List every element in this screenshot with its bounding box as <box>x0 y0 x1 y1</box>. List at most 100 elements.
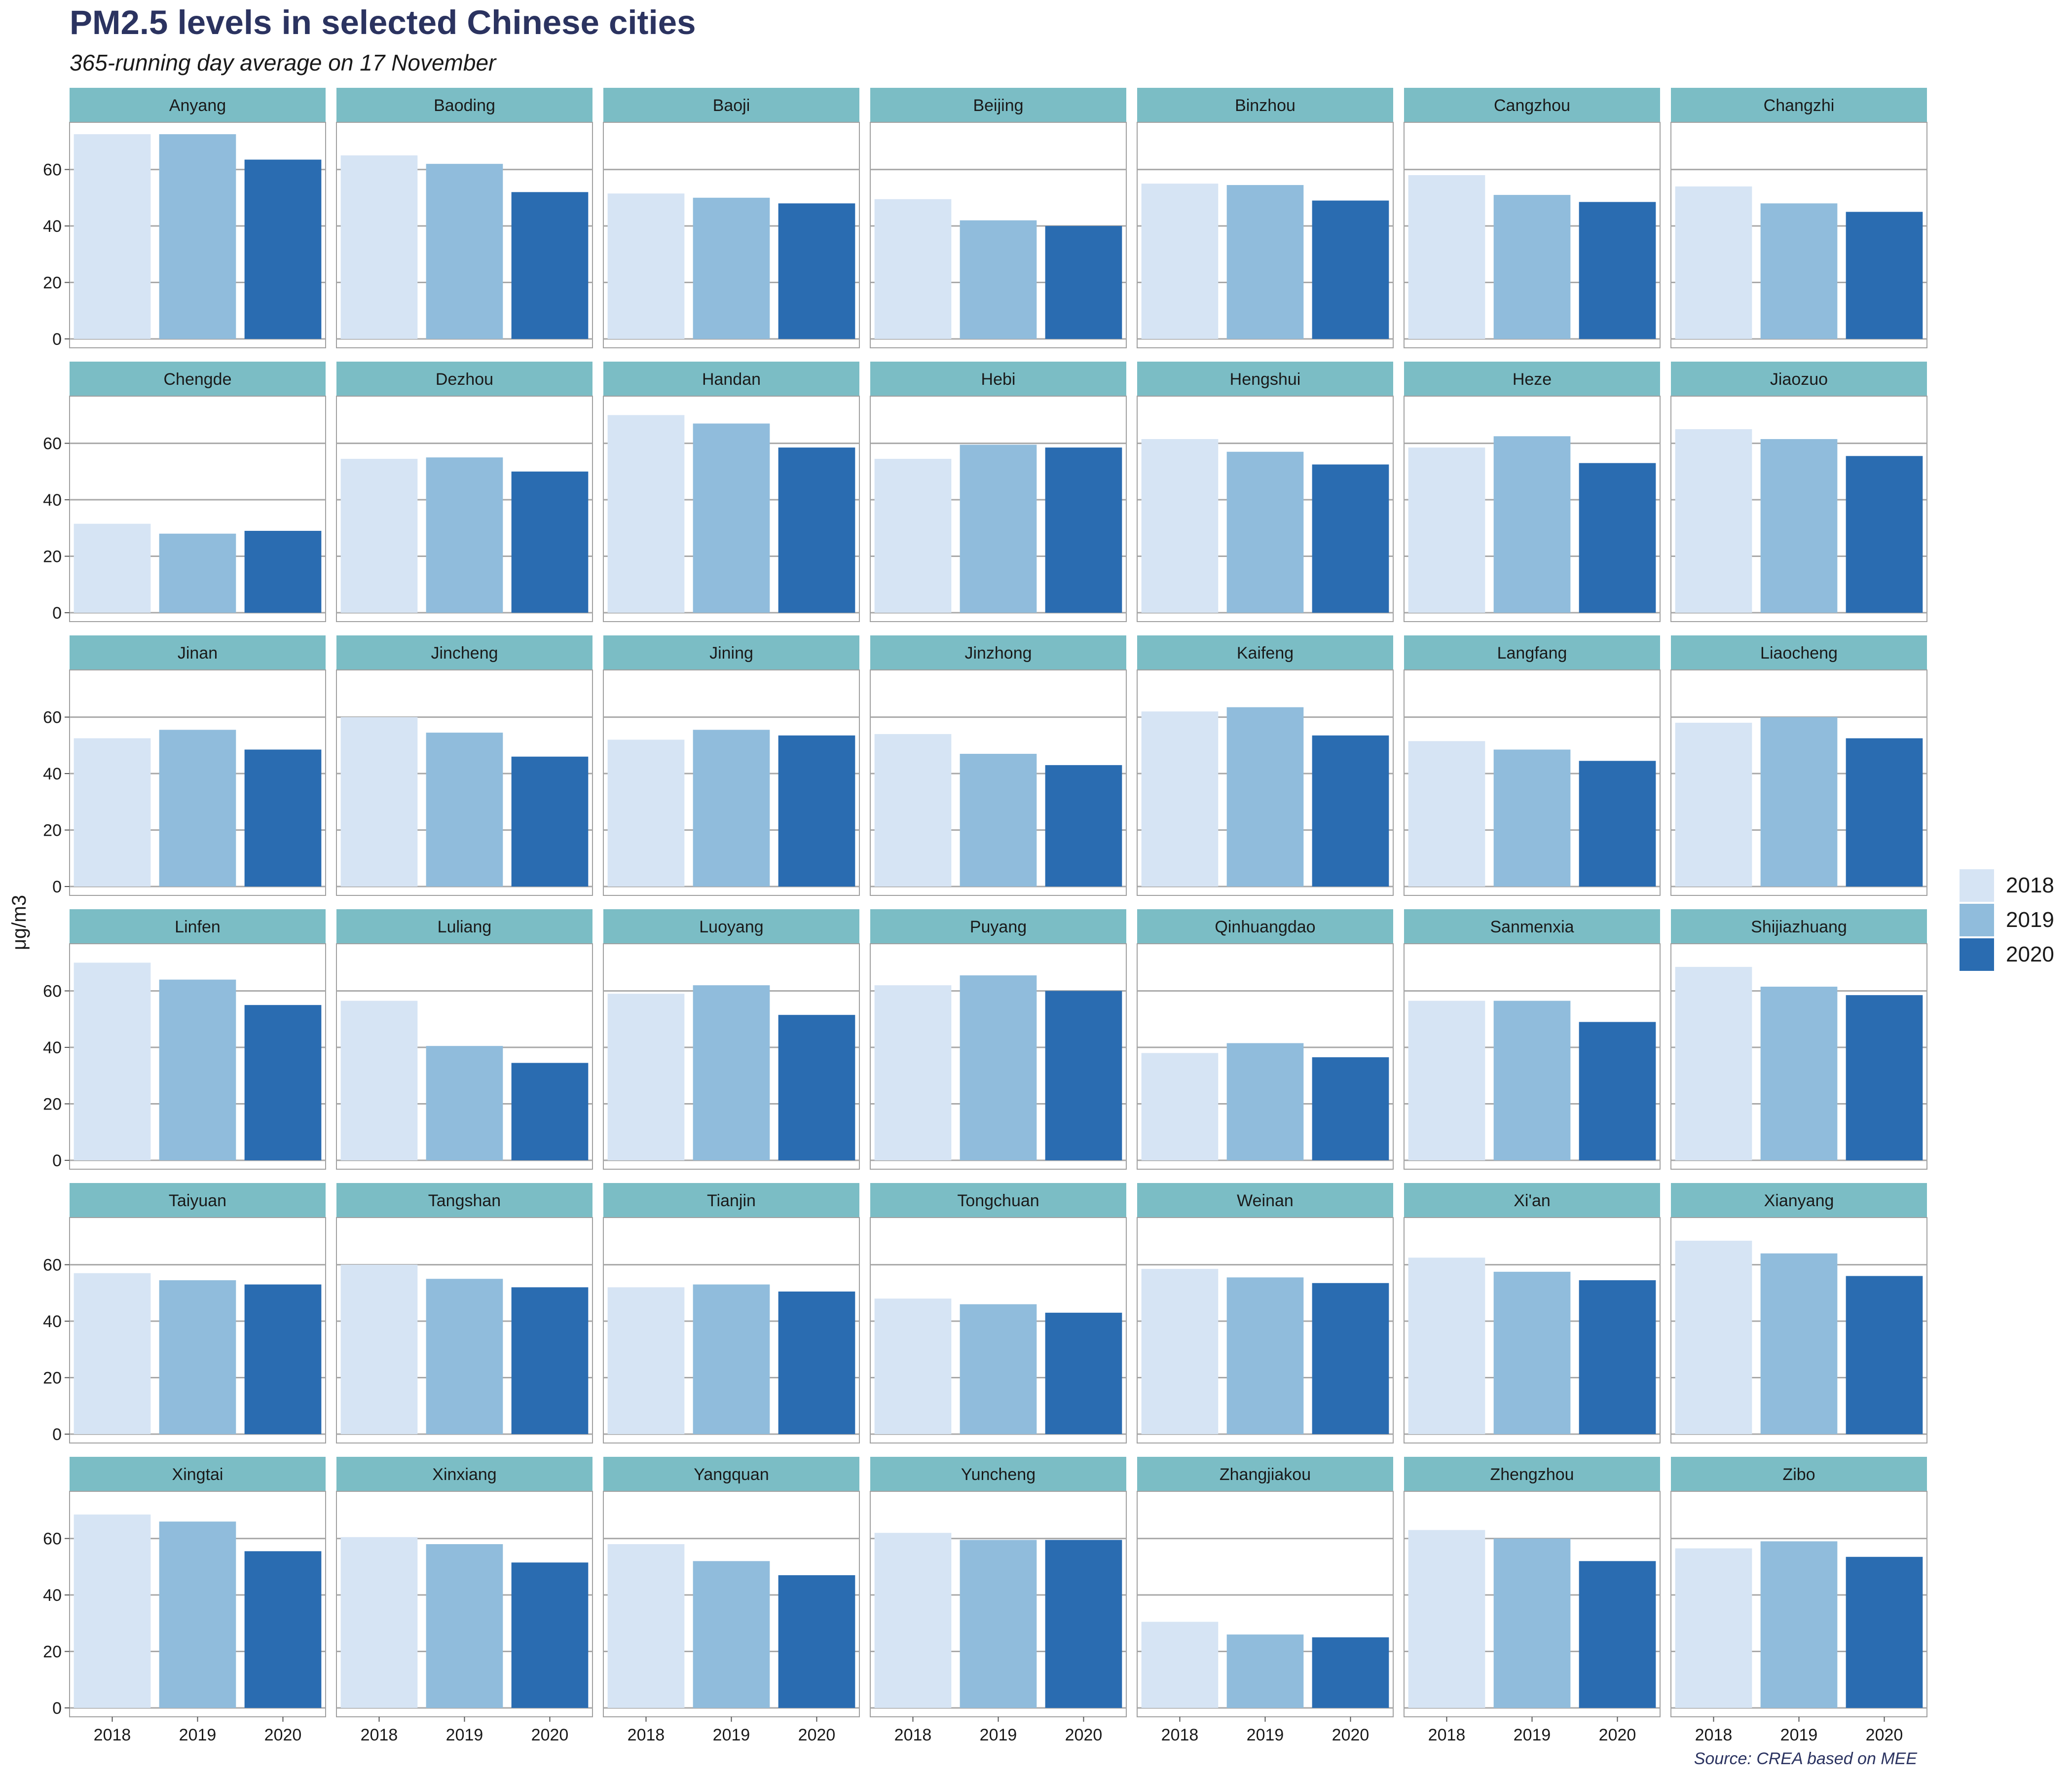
bar-2018 <box>340 1264 418 1434</box>
bar-2020 <box>511 756 589 887</box>
bar-2018 <box>1675 1548 1752 1708</box>
facet-strip <box>1671 635 1927 670</box>
bar-2020 <box>1846 1276 1923 1434</box>
facet-strip <box>336 909 592 944</box>
x-tick-label: 2020 <box>1332 1726 1369 1744</box>
y-tick-label: 20 <box>43 274 62 293</box>
bar-2018 <box>874 459 952 613</box>
facet-strip <box>336 1183 592 1218</box>
x-tick-label: 2020 <box>1866 1726 1903 1744</box>
bar-2018 <box>1675 723 1752 887</box>
bar-2019 <box>1760 439 1838 613</box>
bar-2018 <box>340 1537 418 1708</box>
bar-2018 <box>1141 184 1219 339</box>
bar-2020 <box>1045 1540 1122 1708</box>
bar-2019 <box>693 1561 770 1708</box>
bar-2020 <box>244 749 322 887</box>
x-tick-label: 2019 <box>1514 1726 1551 1744</box>
bar-2018 <box>340 717 418 887</box>
bar-2019 <box>960 1304 1037 1434</box>
bar-2019 <box>1493 1000 1571 1160</box>
bar-2019 <box>159 1521 236 1708</box>
x-tick-label: 2018 <box>894 1726 932 1744</box>
bar-2019 <box>693 423 770 613</box>
legend: 2018 2019 2020 <box>1960 868 2054 972</box>
bar-2019 <box>960 220 1037 339</box>
bar-2018 <box>1408 1000 1485 1160</box>
bar-2018 <box>1141 1269 1219 1434</box>
y-tick-label: 40 <box>43 765 62 783</box>
bar-2020 <box>1045 765 1122 887</box>
bar-2018 <box>1408 741 1485 887</box>
facet-label: Hengshui <box>1230 370 1301 389</box>
facet-strip <box>870 362 1126 396</box>
facet-label: Sanmenxia <box>1490 918 1574 936</box>
facet-strip <box>1671 362 1927 396</box>
facet-label: Jincheng <box>431 644 498 663</box>
facet-strip <box>1137 1183 1393 1218</box>
facet-strip <box>603 1183 859 1218</box>
facet-label: Xi'an <box>1514 1191 1551 1210</box>
y-tick-label: 40 <box>43 1038 62 1057</box>
facet-label: Luliang <box>438 918 492 936</box>
bar-2019 <box>693 1284 770 1434</box>
bar-2019 <box>1226 451 1304 613</box>
facet-strip <box>1671 909 1927 944</box>
x-tick-label: 2019 <box>1780 1726 1818 1744</box>
bar-2019 <box>960 1540 1037 1708</box>
bar-2019 <box>159 730 236 887</box>
facet-strip <box>1137 1457 1393 1491</box>
bar-2019 <box>1493 436 1571 613</box>
bar-2019 <box>426 457 503 613</box>
bar-2018 <box>74 523 151 613</box>
x-tick-label: 2020 <box>798 1726 836 1744</box>
chart-title: PM2.5 levels in selected Chinese cities <box>70 3 696 41</box>
bar-2018 <box>874 199 952 339</box>
facet-strip <box>70 88 326 122</box>
bar-2018 <box>607 994 685 1160</box>
bar-2019 <box>426 1279 503 1434</box>
bar-2019 <box>960 753 1037 887</box>
y-tick-label: 40 <box>43 217 62 236</box>
bar-2020 <box>244 1284 322 1434</box>
bar-2019 <box>1760 203 1838 339</box>
facet-strip <box>603 1457 859 1491</box>
facet-label: Jinzhong <box>964 644 1032 663</box>
bar-2020 <box>244 1551 322 1708</box>
bar-2018 <box>607 1287 685 1434</box>
facet-label: Jinan <box>178 644 218 663</box>
y-tick-label: 60 <box>43 435 62 453</box>
facet-strip <box>870 1457 1126 1491</box>
bar-2020 <box>778 735 855 887</box>
bar-2020 <box>511 1562 589 1708</box>
bar-2019 <box>1760 717 1838 887</box>
bar-2020 <box>1045 1312 1122 1434</box>
facet-strip <box>603 88 859 122</box>
bar-2019 <box>693 197 770 339</box>
bar-2018 <box>1141 1622 1219 1708</box>
bar-2019 <box>1226 1277 1304 1434</box>
bar-2019 <box>693 730 770 887</box>
bar-2020 <box>1579 761 1656 887</box>
bar-2020 <box>1846 738 1923 887</box>
bar-2019 <box>1760 1541 1838 1708</box>
facet-strip <box>870 635 1126 670</box>
y-tick-label: 0 <box>52 878 62 896</box>
bar-2018 <box>1408 1258 1485 1434</box>
bar-2019 <box>1493 195 1571 339</box>
y-tick-label: 0 <box>52 604 62 623</box>
bar-2020 <box>511 1063 589 1160</box>
facet-label: Zhengzhou <box>1490 1465 1574 1484</box>
bar-2019 <box>426 164 503 339</box>
x-tick-label: 2020 <box>1065 1726 1103 1744</box>
facet-label: Linfen <box>175 918 221 936</box>
facet-label: Changzhi <box>1764 96 1835 115</box>
bar-2018 <box>74 1273 151 1434</box>
x-tick-label: 2020 <box>531 1726 569 1744</box>
bar-2020 <box>1579 202 1656 339</box>
y-tick-label: 40 <box>43 1312 62 1331</box>
x-tick-label: 2020 <box>1599 1726 1636 1744</box>
y-axis-label: μg/m3 <box>8 895 30 950</box>
bar-2019 <box>1760 986 1838 1160</box>
